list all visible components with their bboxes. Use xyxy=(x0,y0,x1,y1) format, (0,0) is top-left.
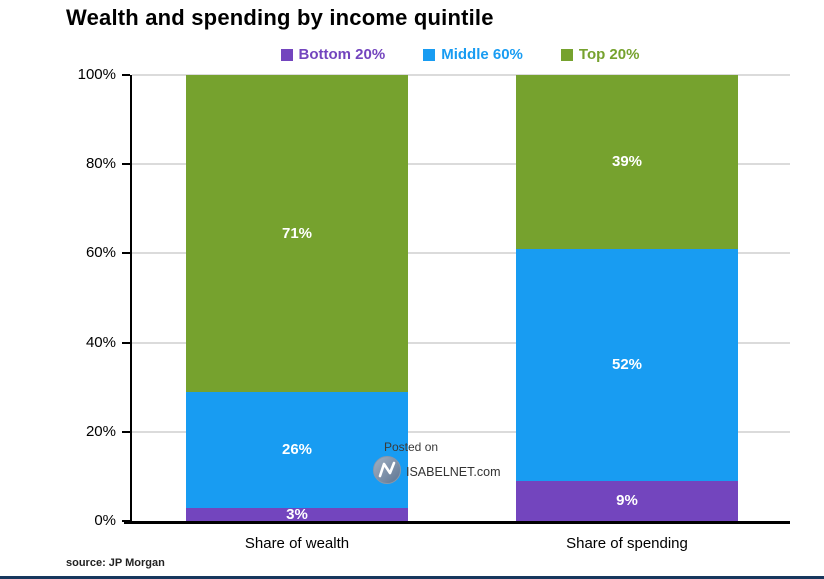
legend-swatch-icon xyxy=(423,48,436,61)
x-axis-label: Share of wealth xyxy=(244,535,350,552)
bar-segment: 52% xyxy=(516,248,738,481)
bar-segment-label: 52% xyxy=(611,356,643,374)
chart-title: Wealth and spending by income quintile xyxy=(66,5,494,30)
legend-swatch-icon xyxy=(280,48,293,61)
legend-item: Middle 60% xyxy=(423,46,523,63)
source-note: source: JP Morgan xyxy=(66,557,165,569)
bar-segment-label: 9% xyxy=(616,492,638,510)
legend-label: Top 20% xyxy=(578,46,640,63)
bar-segment: 71% xyxy=(186,75,408,392)
y-tick-label: 100% xyxy=(77,66,116,83)
watermark-site-name: ISABELNET.com xyxy=(406,464,501,479)
bar-segment: 9% xyxy=(516,480,738,521)
isabelnet-globe-icon xyxy=(372,455,402,488)
bottom-divider xyxy=(0,576,824,579)
plot-area: 0% 20% 40% 60% 80% 100% 3% 26% 71% Share of wealt… xyxy=(78,66,790,552)
stacked-bar-1: 3% 26% 71% xyxy=(186,75,408,523)
legend-item: Bottom 20% xyxy=(280,46,386,63)
legend: Bottom 20% Middle 60% Top 20% xyxy=(130,46,790,63)
bar-segment: 3% xyxy=(186,505,408,523)
legend-item: Top 20% xyxy=(560,46,640,63)
bar-segment-label: 3% xyxy=(286,505,308,523)
stacked-bar-2: 9% 52% 39% xyxy=(516,75,738,521)
x-axis-line xyxy=(124,521,790,524)
y-tick-label: 40% xyxy=(85,333,116,351)
legend-swatch-icon xyxy=(560,48,573,61)
y-tick-label: 80% xyxy=(85,155,116,173)
bar-segment: 39% xyxy=(516,75,738,249)
gridline-60 xyxy=(132,252,790,255)
y-tick-label: 20% xyxy=(85,422,116,440)
bar-segment-label: 39% xyxy=(611,153,643,171)
gridline-40 xyxy=(132,341,790,344)
bar-segment: 26% xyxy=(186,391,408,508)
y-tick-mark xyxy=(122,252,130,255)
y-tick-mark xyxy=(122,430,130,433)
gridline-100 xyxy=(132,74,790,76)
bar-segment-label: 26% xyxy=(281,441,313,459)
y-tick-mark xyxy=(122,341,130,344)
y-tick-label: 0% xyxy=(94,512,116,529)
watermark-posted-on: Posted on xyxy=(384,440,439,454)
x-axis-label: Share of spending xyxy=(566,535,688,552)
bar-segment-label: 71% xyxy=(281,224,313,242)
y-tick-mark xyxy=(122,163,130,166)
legend-label: Bottom 20% xyxy=(298,46,386,63)
gridline-80 xyxy=(132,163,790,166)
gridline-20 xyxy=(132,430,790,433)
legend-label: Middle 60% xyxy=(441,46,523,63)
y-tick-label: 60% xyxy=(85,244,116,262)
watermark: Posted on ISABELNET.com xyxy=(372,440,500,488)
y-tick-mark xyxy=(122,74,130,76)
